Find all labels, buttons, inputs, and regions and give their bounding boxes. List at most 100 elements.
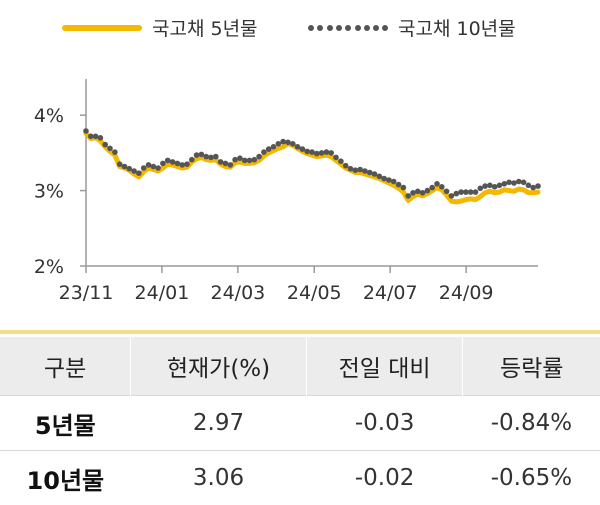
series-point-10y <box>444 189 450 195</box>
series-point-10y <box>535 183 541 189</box>
series-point-10y <box>381 176 387 182</box>
series-point-10y <box>526 183 532 189</box>
y-tick-label: 4% <box>34 105 64 127</box>
series-point-10y <box>295 144 301 150</box>
series-point-10y <box>112 149 118 155</box>
series-point-10y <box>232 157 238 163</box>
series-point-10y <box>285 140 291 146</box>
legend-label-5y: 국고채 5년물 <box>152 14 258 41</box>
yield-line-chart: 2% 3% 4% 23/11 24/01 24/03 24/05 24/07 24/09 <box>0 60 600 325</box>
series-point-10y <box>309 149 315 155</box>
series-point-10y <box>300 146 306 152</box>
series-point-10y <box>242 158 248 164</box>
series-point-10y <box>454 191 460 197</box>
series-point-10y <box>396 182 402 188</box>
series-point-10y <box>362 168 368 174</box>
legend-dot <box>308 25 314 31</box>
x-tick-label: 24/07 <box>363 282 418 304</box>
series-point-10y <box>377 174 383 180</box>
series-point-10y <box>487 183 493 189</box>
series-point-10y <box>290 141 296 147</box>
series-point-10y <box>155 165 161 171</box>
series-point-10y <box>497 183 503 189</box>
row-change: -0.03 <box>306 396 463 451</box>
legend-dot <box>345 25 351 31</box>
series-point-10y <box>266 146 272 152</box>
series-point-10y <box>405 193 411 199</box>
series-point-10y <box>367 170 373 176</box>
series-point-10y <box>189 157 195 163</box>
series-point-10y <box>136 170 142 176</box>
legend-label-10y: 국고채 10년물 <box>398 14 516 41</box>
series-point-10y <box>348 166 354 172</box>
series-point-10y <box>502 181 508 187</box>
series-point-10y <box>314 151 320 157</box>
series-point-10y <box>175 161 181 167</box>
series-point-10y <box>420 190 426 196</box>
series-point-10y <box>324 149 330 155</box>
series-point-10y <box>223 161 229 167</box>
yield-table: 구분 현재가(%) 전일 대비 등락률 5년물 2.97 -0.03 -0.84… <box>0 337 600 505</box>
x-tick-label: 24/05 <box>287 282 342 304</box>
series-point-10y <box>170 159 176 165</box>
series-point-10y <box>228 162 234 168</box>
series-point-10y <box>102 142 108 148</box>
legend-dot <box>355 25 361 31</box>
series-point-10y <box>516 179 522 185</box>
series-point-10y <box>401 185 407 191</box>
chart-legend: 국고채 5년물 국고채 10년물 <box>0 0 600 60</box>
header-change-rate: 등락률 <box>463 337 600 396</box>
x-tick-label: 23/11 <box>59 282 114 304</box>
row-rate: -0.65% <box>463 451 600 505</box>
legend-dot <box>336 25 342 31</box>
series-point-10y <box>213 154 219 160</box>
series-point-10y <box>165 158 171 164</box>
legend-dot <box>364 25 370 31</box>
series-point-10y <box>88 134 94 140</box>
x-tick-label: 24/09 <box>439 282 494 304</box>
series-point-10y <box>146 162 152 168</box>
series-point-10y <box>160 161 166 167</box>
row-rate: -0.84% <box>463 396 600 451</box>
series-point-10y <box>83 128 89 134</box>
series-point-10y <box>203 154 209 160</box>
series-point-10y <box>208 155 214 161</box>
series-point-10y <box>425 188 431 194</box>
series-point-10y <box>122 164 128 170</box>
series-point-10y <box>391 179 397 185</box>
series-point-10y <box>247 158 253 164</box>
y-tick-label: 2% <box>34 256 64 278</box>
series-point-10y <box>261 149 267 155</box>
series-point-10y <box>353 167 359 173</box>
legend-dot <box>373 25 379 31</box>
series-point-10y <box>237 155 243 161</box>
series-point-10y <box>357 167 363 173</box>
x-tick-label: 24/03 <box>210 282 265 304</box>
series-point-10y <box>199 152 205 158</box>
y-tick-label: 3% <box>34 181 64 203</box>
series-point-10y <box>492 184 498 190</box>
legend-dot <box>382 25 388 31</box>
series-point-10y <box>386 177 392 183</box>
series-point-10y <box>372 171 378 177</box>
section-divider <box>0 330 600 334</box>
row-change: -0.02 <box>306 451 463 505</box>
series-point-10y <box>473 189 479 195</box>
series-point-10y <box>482 183 488 189</box>
series-point-10y <box>93 134 99 140</box>
series-point-10y <box>98 135 104 141</box>
series-point-10y <box>252 157 258 163</box>
header-category: 구분 <box>0 337 131 396</box>
legend-item-10y: 국고채 10년물 <box>308 14 516 41</box>
series-point-10y <box>107 146 113 152</box>
series-point-10y <box>276 141 282 147</box>
table-row: 10년물 3.06 -0.02 -0.65% <box>0 451 600 505</box>
x-tick-label: 24/01 <box>135 282 190 304</box>
series-point-10y <box>194 152 200 158</box>
series-point-10y <box>304 149 310 155</box>
row-value: 2.97 <box>131 396 307 451</box>
series-point-10y <box>333 155 339 161</box>
legend-dot <box>327 25 333 31</box>
legend-item-5y: 국고채 5년물 <box>62 14 258 41</box>
series-point-10y <box>343 163 349 169</box>
